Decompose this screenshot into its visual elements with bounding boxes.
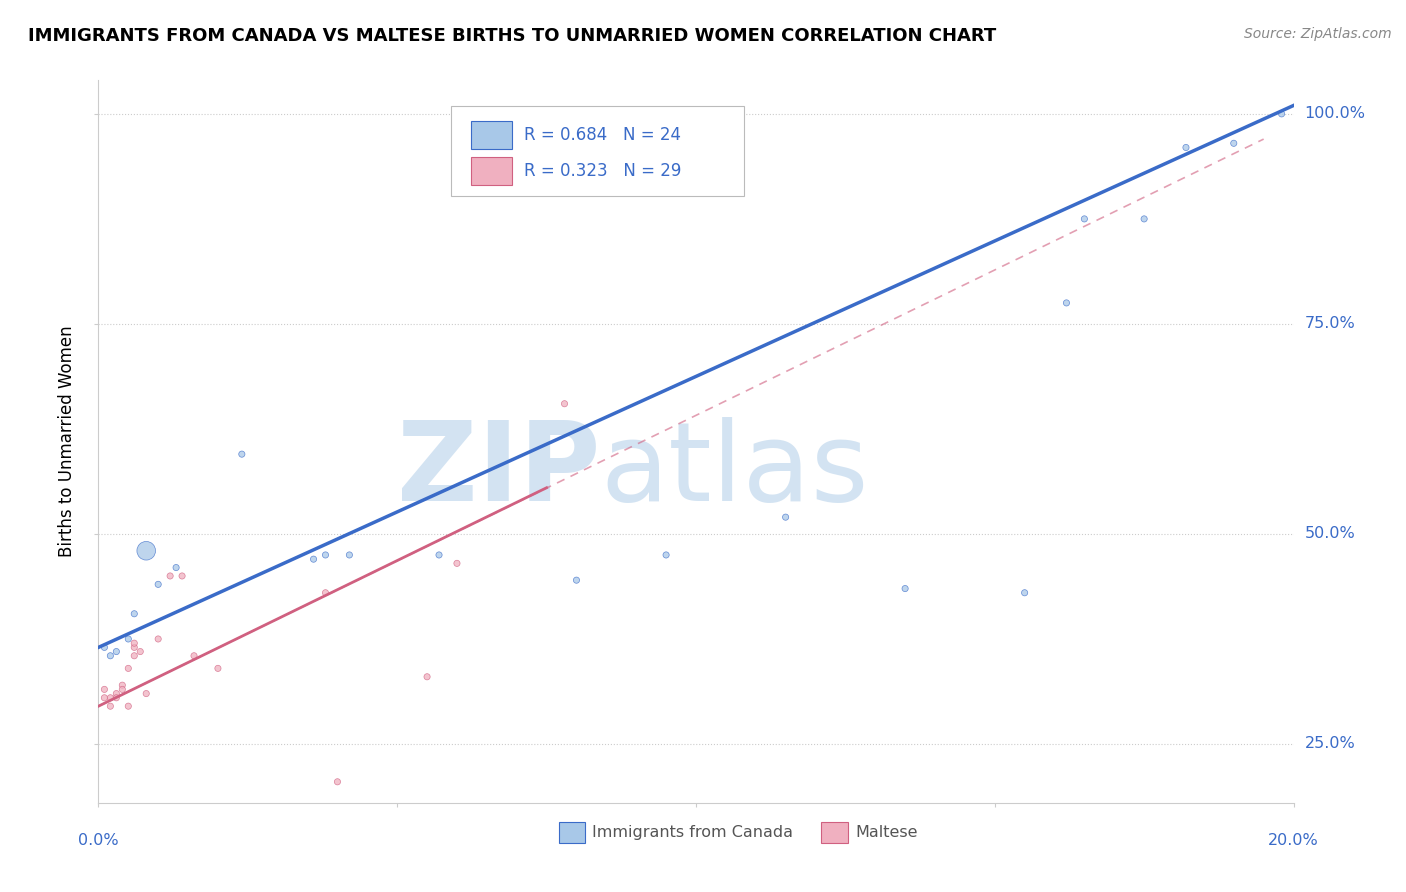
Point bbox=[135, 543, 157, 558]
FancyBboxPatch shape bbox=[451, 105, 744, 196]
Text: ZIP: ZIP bbox=[396, 417, 600, 524]
Text: 0.0%: 0.0% bbox=[79, 833, 118, 848]
Text: IMMIGRANTS FROM CANADA VS MALTESE BIRTHS TO UNMARRIED WOMEN CORRELATION CHART: IMMIGRANTS FROM CANADA VS MALTESE BIRTHS… bbox=[28, 27, 997, 45]
Point bbox=[613, 800, 636, 814]
Text: atlas: atlas bbox=[600, 417, 869, 524]
Point bbox=[165, 560, 187, 574]
Point bbox=[111, 678, 134, 692]
Point bbox=[105, 644, 128, 658]
Bar bbox=[471, 157, 512, 185]
Point bbox=[117, 661, 139, 675]
Point bbox=[93, 682, 115, 697]
Text: R = 0.323   N = 29: R = 0.323 N = 29 bbox=[524, 161, 682, 180]
Point bbox=[98, 690, 122, 705]
Point bbox=[1133, 211, 1156, 226]
Point bbox=[124, 607, 146, 621]
Text: Maltese: Maltese bbox=[855, 825, 918, 840]
Point bbox=[207, 661, 229, 675]
Point bbox=[98, 699, 122, 714]
Point bbox=[124, 648, 146, 663]
Point bbox=[93, 690, 115, 705]
Text: Source: ZipAtlas.com: Source: ZipAtlas.com bbox=[1244, 27, 1392, 41]
Point bbox=[775, 510, 797, 524]
Bar bbox=[471, 121, 512, 149]
Text: 20.0%: 20.0% bbox=[1268, 833, 1319, 848]
Point bbox=[655, 548, 678, 562]
Point bbox=[111, 682, 134, 697]
Point bbox=[894, 582, 917, 596]
Bar bbox=[821, 822, 848, 843]
Point bbox=[554, 397, 576, 411]
Point bbox=[231, 447, 253, 461]
Point bbox=[339, 548, 361, 562]
Point bbox=[1056, 296, 1078, 310]
Point bbox=[172, 569, 194, 583]
Point bbox=[302, 552, 325, 566]
Point bbox=[105, 690, 128, 705]
Text: 75.0%: 75.0% bbox=[1305, 317, 1355, 332]
Point bbox=[1014, 586, 1036, 600]
Point bbox=[98, 648, 122, 663]
Point bbox=[446, 557, 468, 571]
Point bbox=[1271, 107, 1294, 121]
Text: 25.0%: 25.0% bbox=[1305, 737, 1355, 751]
Point bbox=[183, 648, 205, 663]
Point bbox=[124, 640, 146, 655]
Point bbox=[117, 699, 139, 714]
Point bbox=[148, 632, 170, 646]
Bar bbox=[558, 822, 585, 843]
Point bbox=[1073, 211, 1095, 226]
Point bbox=[135, 687, 157, 701]
Text: 50.0%: 50.0% bbox=[1305, 526, 1355, 541]
Point bbox=[326, 774, 349, 789]
Point bbox=[427, 548, 450, 562]
Point bbox=[315, 586, 337, 600]
Point bbox=[159, 569, 181, 583]
Point bbox=[236, 808, 259, 822]
Point bbox=[117, 632, 139, 646]
Point bbox=[673, 833, 696, 847]
Point bbox=[1223, 136, 1246, 151]
Point bbox=[148, 577, 170, 591]
Point bbox=[93, 640, 115, 655]
Point bbox=[124, 636, 146, 650]
Y-axis label: Births to Unmarried Women: Births to Unmarried Women bbox=[58, 326, 76, 558]
Point bbox=[1175, 140, 1198, 154]
Point bbox=[315, 548, 337, 562]
Point bbox=[267, 804, 290, 818]
Text: R = 0.684   N = 24: R = 0.684 N = 24 bbox=[524, 126, 681, 144]
Point bbox=[565, 573, 588, 587]
Point bbox=[105, 687, 128, 701]
Point bbox=[416, 670, 439, 684]
Point bbox=[129, 644, 152, 658]
Text: Immigrants from Canada: Immigrants from Canada bbox=[592, 825, 793, 840]
Text: 100.0%: 100.0% bbox=[1305, 106, 1365, 121]
